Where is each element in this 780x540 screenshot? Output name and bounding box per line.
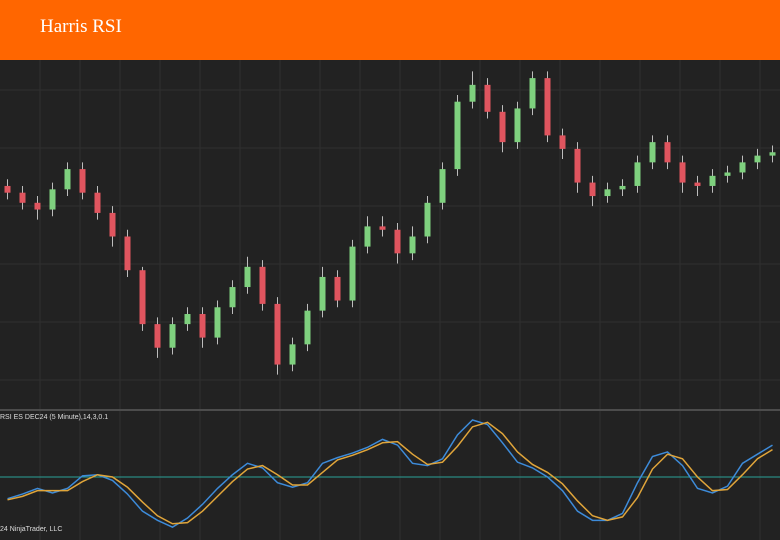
candle-body [679, 162, 686, 183]
candle-body [724, 172, 731, 176]
candle-body [769, 152, 776, 156]
indicator-label: RSI ES DEC24 (5 Minute),14,3,0.1 [0, 414, 108, 421]
candle-body [199, 314, 206, 338]
candle-body [274, 303, 281, 365]
candle-body [424, 202, 431, 237]
candle-body [589, 182, 596, 197]
background [0, 60, 780, 540]
candle-body [559, 135, 566, 149]
candle-body [529, 78, 536, 109]
footer-text: 24 NinjaTrader, LLC [0, 526, 62, 533]
candle-body [604, 189, 611, 197]
candle-body [64, 169, 71, 190]
candle-body [184, 314, 191, 325]
candle-body [484, 84, 491, 112]
candle-body [214, 307, 221, 338]
candle-body [664, 142, 671, 163]
candle-body [244, 266, 251, 288]
candle-body [19, 192, 26, 203]
candle-body [544, 78, 551, 136]
candle-body [319, 276, 326, 311]
candle-body [169, 324, 176, 348]
candle-body [304, 310, 311, 345]
candle-body [694, 182, 701, 186]
candle-body [619, 185, 626, 190]
candle-body [754, 155, 761, 163]
candle-body [469, 84, 476, 102]
candle-body [454, 101, 461, 170]
candle-body [259, 266, 266, 304]
rsi-line [7, 421, 773, 525]
candle-body [334, 276, 341, 301]
candle-body [49, 189, 56, 210]
candle-body [739, 162, 746, 173]
candle-body [709, 175, 716, 186]
title: Harris RSI [40, 16, 122, 37]
candle-body [109, 212, 116, 237]
candle-body [649, 142, 656, 163]
candle-body [499, 111, 506, 143]
candle-body [289, 344, 296, 365]
candle-body [4, 185, 11, 193]
candle-body [514, 108, 521, 143]
candle-body [439, 169, 446, 203]
header: Harris RSI [0, 0, 780, 60]
candle-body [34, 202, 41, 210]
candle-body [394, 229, 401, 254]
candle-body [364, 226, 371, 247]
candle-body [634, 162, 641, 186]
candle-body [574, 148, 581, 183]
candle-body [349, 246, 356, 301]
candle-body [379, 226, 386, 230]
chart: RSI ES DEC24 (5 Minute),14,3,0.1 24 Ninja… [0, 60, 780, 540]
candle-body [94, 192, 101, 213]
candle-body [139, 270, 146, 325]
candle-body [154, 324, 161, 348]
candle-body [79, 169, 86, 193]
candle-body [229, 287, 236, 308]
candle-body [409, 236, 416, 254]
candle-body [124, 236, 131, 271]
